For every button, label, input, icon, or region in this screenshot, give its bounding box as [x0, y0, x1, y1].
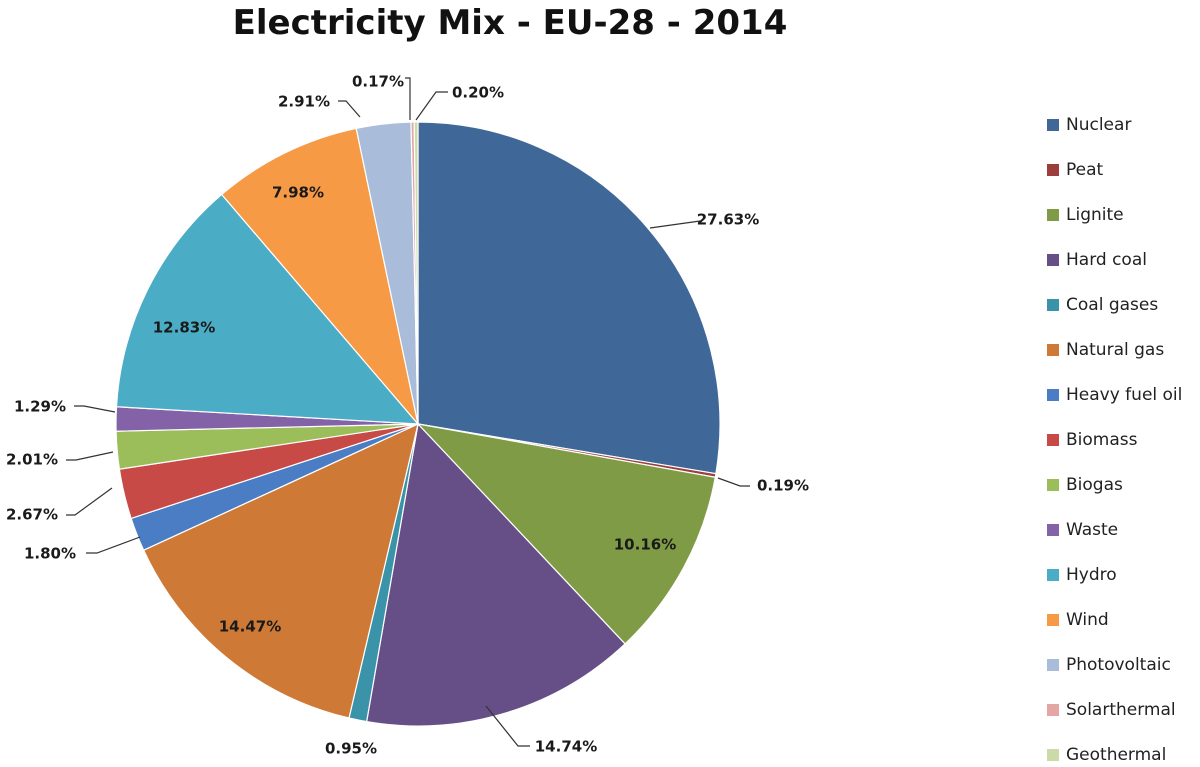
pie-slice-nuclear	[417, 121, 721, 475]
legend-label-geothermal: Geothermal	[1066, 745, 1166, 765]
data-labels: 27.63% 0.19% 10.16% 14.74% 0.95% 14.47% 1.80% 2…	[6, 73, 809, 758]
chart-title: Electricity Mix - EU-28 - 2014	[233, 3, 788, 43]
legend-swatch-biomass	[1047, 434, 1059, 446]
legend-swatch-nuclear	[1047, 119, 1059, 131]
data-label-solarthermal: 0.17%	[352, 73, 404, 91]
data-label-hard-coal: 14.74%	[535, 738, 597, 756]
legend-swatch-natural-gas	[1047, 344, 1059, 356]
leader-line-nuclear	[649, 220, 701, 229]
legend-label-biogas: Biogas	[1066, 475, 1123, 495]
data-label-biomass: 2.67%	[6, 506, 58, 524]
pie-slices	[115, 121, 721, 727]
leader-line-biogas	[66, 451, 114, 461]
pie-slice-geothermal	[413, 121, 419, 425]
legend-label-coal-gases: Coal gases	[1066, 295, 1158, 315]
data-label-natural-gas: 14.47%	[219, 618, 281, 636]
legend-swatch-hard-coal	[1047, 254, 1059, 266]
legend-swatch-peat	[1047, 164, 1059, 176]
leader-line-waste	[74, 405, 116, 413]
legend-swatch-geothermal	[1047, 749, 1059, 761]
legend-label-solarthermal: Solarthermal	[1066, 700, 1176, 720]
legend-swatch-heavy-fuel-oil	[1047, 389, 1059, 401]
legend-label-waste: Waste	[1066, 520, 1118, 540]
legend-swatch-hydro	[1047, 569, 1059, 581]
data-label-photovoltaic: 2.91%	[278, 93, 330, 111]
leader-line-biomass	[66, 487, 113, 516]
leader-line-photovoltaic	[338, 100, 361, 118]
pie-slice-hydro	[115, 193, 420, 425]
legend-swatch-coal-gases	[1047, 299, 1059, 311]
data-label-wind: 7.98%	[272, 184, 324, 202]
pie-slice-hard-coal	[365, 422, 626, 727]
legend-label-hard-coal: Hard coal	[1066, 250, 1147, 270]
legend-swatch-solarthermal	[1047, 704, 1059, 716]
legend-label-natural-gas: Natural gas	[1066, 340, 1164, 360]
data-label-heavy-fuel-oil: 1.80%	[24, 545, 76, 563]
data-label-lignite: 10.16%	[614, 536, 676, 554]
pie-slice-wind	[220, 127, 419, 425]
data-label-peat: 0.19%	[757, 477, 809, 495]
data-label-waste: 1.29%	[14, 398, 66, 416]
legend-label-heavy-fuel-oil: Heavy fuel oil	[1066, 385, 1182, 405]
legend-swatch-waste	[1047, 524, 1059, 536]
legend-label-nuclear: Nuclear	[1066, 115, 1131, 135]
data-label-biogas: 2.01%	[6, 451, 58, 469]
leader-line-heavy-fuel-oil	[86, 536, 141, 554]
legend-label-hydro: Hydro	[1066, 565, 1117, 585]
legend-label-photovoltaic: Photovoltaic	[1066, 655, 1171, 675]
leader-line-peat	[717, 477, 750, 487]
leader-line-geothermal	[415, 91, 448, 121]
leader-line-hard-coal	[485, 705, 530, 747]
legend-label-lignite: Lignite	[1066, 205, 1124, 225]
data-label-coal-gases: 0.95%	[325, 740, 377, 758]
leader-lines	[66, 77, 750, 747]
pie-slice-natural-gas	[142, 422, 419, 719]
legend-label-wind: Wind	[1066, 610, 1109, 630]
legend-label-peat: Peat	[1066, 160, 1104, 180]
legend: Nuclear Peat Lignite Hard coal Coal gases Nat…	[1047, 115, 1182, 765]
data-label-geothermal: 0.20%	[452, 84, 504, 102]
legend-swatch-wind	[1047, 614, 1059, 626]
pie-slice-lignite	[416, 423, 716, 645]
data-label-nuclear: 27.63%	[697, 211, 759, 229]
leader-line-solarthermal	[405, 77, 411, 120]
data-label-hydro: 12.83%	[153, 319, 215, 337]
legend-swatch-photovoltaic	[1047, 659, 1059, 671]
legend-swatch-lignite	[1047, 209, 1059, 221]
legend-label-biomass: Biomass	[1066, 430, 1138, 450]
legend-swatch-biogas	[1047, 479, 1059, 491]
